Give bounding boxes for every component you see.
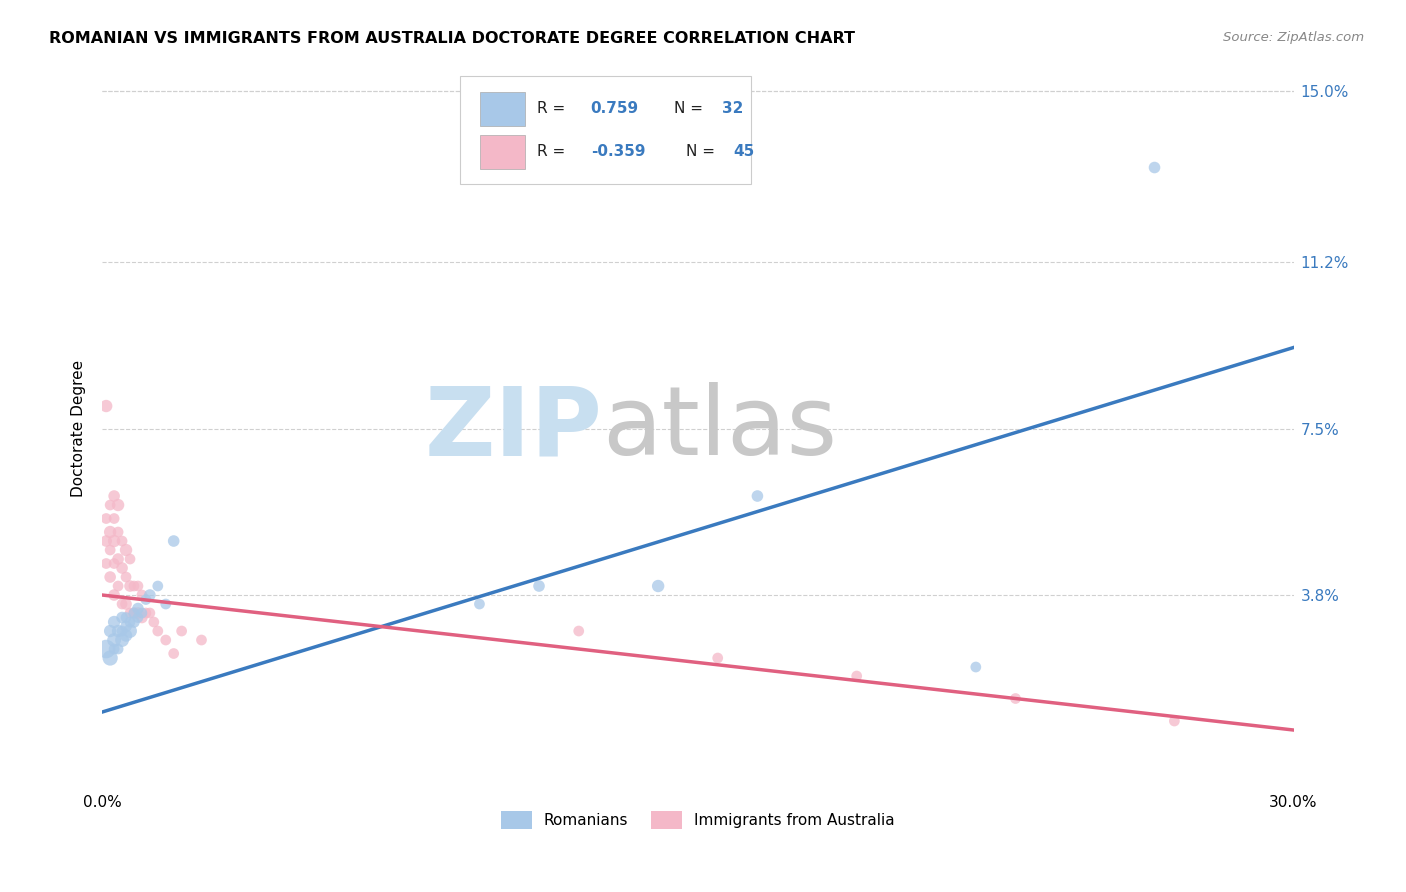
Point [118,606,141,620]
Point [115,610,138,624]
Text: R =: R = [537,101,571,116]
FancyBboxPatch shape [479,135,524,169]
Point [107,624,129,638]
Point [122,606,145,620]
Text: N =: N = [686,144,720,159]
Point [98,570,121,584]
Point [107,642,129,657]
Point [96,399,118,413]
Point [142,615,165,629]
Point [131,610,153,624]
Point [468,597,491,611]
Point [107,552,129,566]
Point [527,579,550,593]
Point [103,489,125,503]
Point [131,606,153,620]
Point [111,561,134,575]
Point [103,557,125,571]
Point [127,601,149,615]
Text: 45: 45 [734,144,755,159]
Point [127,610,149,624]
Point [111,633,134,648]
Point [96,511,118,525]
Point [115,570,138,584]
Point [103,588,125,602]
Point [111,610,134,624]
Point [122,579,145,593]
Point [170,624,193,638]
Point [127,579,149,593]
Point [98,498,121,512]
Point [111,597,134,611]
Point [115,619,138,633]
Point [155,633,177,648]
Point [107,498,129,512]
Point [131,588,153,602]
Text: ZIP: ZIP [425,382,603,475]
Point [155,597,177,611]
Point [190,633,212,648]
Point [139,588,162,602]
Point [163,647,186,661]
Text: N =: N = [673,101,707,116]
Point [146,624,169,638]
Point [96,557,118,571]
Point [163,534,186,549]
Legend: Romanians, Immigrants from Australia: Romanians, Immigrants from Australia [495,805,901,835]
Point [103,511,125,525]
Point [115,628,138,642]
Point [98,524,121,539]
Text: ROMANIAN VS IMMIGRANTS FROM AUSTRALIA DOCTORATE DEGREE CORRELATION CHART: ROMANIAN VS IMMIGRANTS FROM AUSTRALIA DO… [49,31,855,46]
Point [96,642,118,657]
Text: 32: 32 [721,101,742,116]
Text: R =: R = [537,144,571,159]
Text: 0.759: 0.759 [591,101,638,116]
Point [135,592,157,607]
Point [118,552,141,566]
FancyBboxPatch shape [460,76,751,184]
Point [118,579,141,593]
Point [647,579,669,593]
Point [103,633,125,648]
Text: -0.359: -0.359 [591,144,645,159]
Point [146,579,169,593]
Text: atlas: atlas [603,382,838,475]
Point [103,615,125,629]
FancyBboxPatch shape [479,92,524,126]
Point [139,606,162,620]
Point [965,660,987,674]
Point [568,624,591,638]
Point [111,534,134,549]
Point [111,624,134,638]
Point [98,543,121,558]
Point [107,524,129,539]
Point [103,534,125,549]
Point [1143,161,1166,175]
Point [118,624,141,638]
Text: Source: ZipAtlas.com: Source: ZipAtlas.com [1223,31,1364,45]
Point [115,543,138,558]
Point [706,651,728,665]
Point [1163,714,1185,728]
Point [115,597,138,611]
Point [747,489,769,503]
Point [98,624,121,638]
Point [135,606,157,620]
Point [107,579,129,593]
Point [103,642,125,657]
Point [96,534,118,549]
Y-axis label: Doctorate Degree: Doctorate Degree [72,360,86,497]
Point [845,669,868,683]
Point [127,606,149,620]
Point [1004,691,1026,706]
Point [118,615,141,629]
Point [98,651,121,665]
Point [122,615,145,629]
Point [122,606,145,620]
